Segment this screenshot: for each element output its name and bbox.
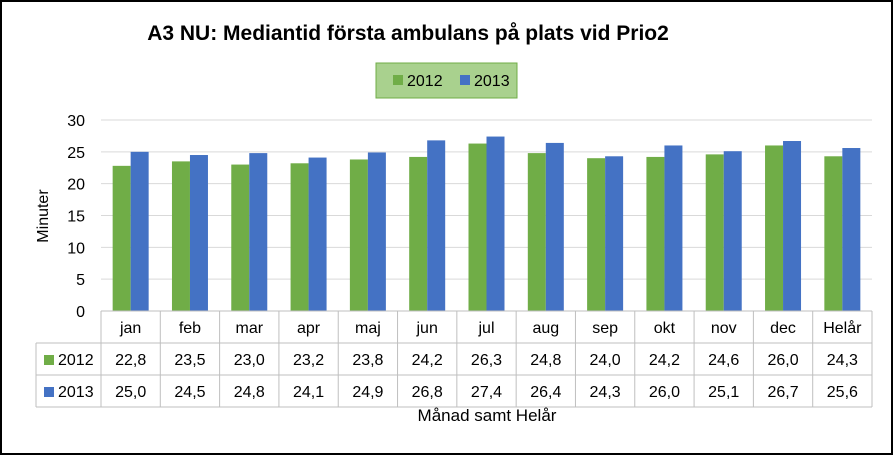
bar-2013-mar xyxy=(249,153,268,311)
table-series-label: 2013 xyxy=(58,384,94,401)
data-label: 25,0 xyxy=(115,384,146,401)
data-label: 24,2 xyxy=(412,352,443,369)
bar-2012-mar xyxy=(231,164,250,311)
data-label: 26,3 xyxy=(471,352,502,369)
bar-2013-sep xyxy=(605,156,624,311)
bar-2013-okt xyxy=(664,145,683,311)
y-axis-label: Minuter xyxy=(35,189,52,243)
bar-2012-okt xyxy=(646,156,665,311)
data-label: 24,3 xyxy=(827,352,858,369)
bar-2012-sep xyxy=(587,158,606,311)
y-tick-label: 15 xyxy=(67,209,85,226)
y-tick-label: 20 xyxy=(67,177,85,194)
bar-2012-dec xyxy=(765,145,784,311)
bar-2012-nov xyxy=(705,154,724,311)
data-label: 26,0 xyxy=(767,352,798,369)
bar-2012-jan xyxy=(112,165,131,311)
data-label: 24,0 xyxy=(590,352,621,369)
data-label: 24,5 xyxy=(174,384,205,401)
x-tick-label: feb xyxy=(179,320,201,337)
data-label: 24,2 xyxy=(649,352,680,369)
bar-2013-Helår xyxy=(842,148,861,311)
table-series-label: 2012 xyxy=(58,352,94,369)
data-label: 26,8 xyxy=(412,384,443,401)
data-label: 24,8 xyxy=(234,384,265,401)
data-label: 26,0 xyxy=(649,384,680,401)
data-label: 23,8 xyxy=(352,352,383,369)
data-label: 23,0 xyxy=(234,352,265,369)
x-tick-label: jun xyxy=(416,320,438,337)
x-tick-label: maj xyxy=(355,320,381,337)
bar-2012-apr xyxy=(290,163,309,311)
data-label: 24,3 xyxy=(590,384,621,401)
legend-label-2012: 2012 xyxy=(407,73,443,90)
x-tick-label: Helår xyxy=(823,319,862,337)
data-label: 22,8 xyxy=(115,352,146,369)
bar-2012-jun xyxy=(409,156,428,311)
data-label: 26,4 xyxy=(530,384,561,401)
legend-swatch-2013 xyxy=(460,75,470,85)
bar-2012-Helår xyxy=(824,156,843,311)
bar-2013-apr xyxy=(308,157,327,311)
data-label: 24,8 xyxy=(530,352,561,369)
data-label: 26,7 xyxy=(767,384,798,401)
x-axis-label: Månad samt Helår xyxy=(418,406,557,425)
x-tick-label: jan xyxy=(119,320,141,337)
y-tick-label: 0 xyxy=(76,304,85,321)
data-label: 24,9 xyxy=(352,384,383,401)
data-label: 23,2 xyxy=(293,352,324,369)
legend-label-2013: 2013 xyxy=(474,73,510,90)
bar-2013-dec xyxy=(783,141,802,311)
bar-2012-maj xyxy=(349,159,368,311)
x-tick-label: sep xyxy=(592,320,618,337)
y-tick-label: 30 xyxy=(67,113,85,130)
bar-2012-feb xyxy=(171,161,190,311)
bar-2013-nov xyxy=(723,151,742,311)
data-label: 24,6 xyxy=(708,352,739,369)
legend-swatch-2012 xyxy=(393,75,403,85)
x-tick-label: mar xyxy=(235,320,263,337)
y-tick-label: 25 xyxy=(67,145,85,162)
data-label: 25,6 xyxy=(827,384,858,401)
bar-2013-jun xyxy=(427,140,446,311)
y-tick-label: 5 xyxy=(76,272,85,289)
x-tick-label: jul xyxy=(477,320,494,337)
y-tick-label: 10 xyxy=(67,240,85,257)
chart-title: A3 NU: Mediantid första ambulans på plat… xyxy=(147,22,669,45)
x-tick-label: okt xyxy=(654,320,676,337)
bar-2013-maj xyxy=(367,152,386,311)
x-tick-label: apr xyxy=(297,320,321,337)
data-label: 25,1 xyxy=(708,384,739,401)
data-label: 24,1 xyxy=(293,384,324,401)
bar-2013-jan xyxy=(130,151,149,311)
bar-2012-jul xyxy=(468,143,487,311)
bar-2012-aug xyxy=(527,153,546,311)
x-tick-label: aug xyxy=(532,320,559,337)
bar-2013-aug xyxy=(545,142,564,311)
data-label: 27,4 xyxy=(471,384,502,401)
bar-2013-feb xyxy=(189,155,208,311)
table-swatch-2013 xyxy=(44,387,54,397)
data-label: 23,5 xyxy=(174,352,205,369)
x-tick-label: nov xyxy=(711,320,737,337)
x-tick-label: dec xyxy=(770,320,796,337)
table-swatch-2012 xyxy=(44,355,54,365)
bar-2013-jul xyxy=(486,136,505,311)
